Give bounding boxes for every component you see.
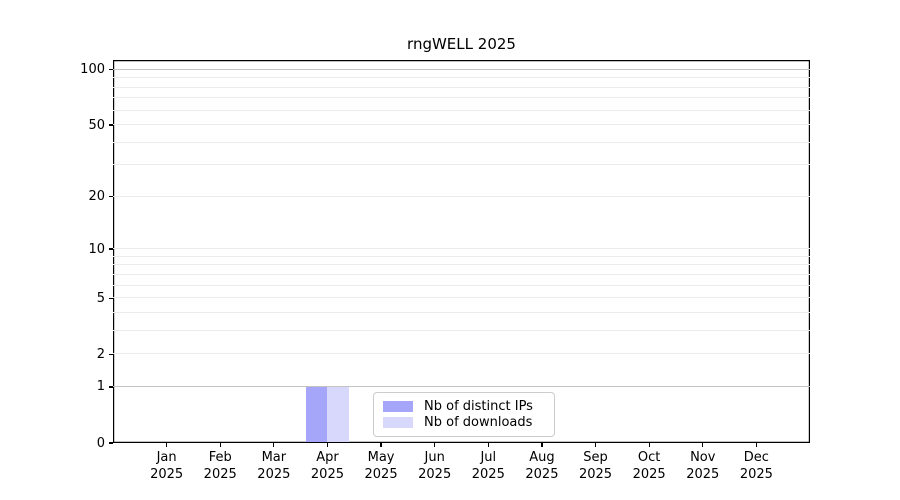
gridline-y-8	[113, 264, 810, 266]
bar-nb-of-downloads-apr-2025	[327, 385, 349, 442]
x-tick-label-6: Jun 2025	[405, 449, 465, 483]
gridline-y-2	[113, 353, 810, 355]
x-tick-mark-1	[166, 443, 168, 447]
y-tick-label-50: 50	[88, 117, 105, 133]
x-tick-label-5: May 2025	[351, 449, 411, 483]
x-tick-month: Sep	[583, 450, 608, 465]
legend-item-distinct-ips: Nb of distinct IPs	[383, 399, 545, 414]
gridline-y-6	[113, 284, 810, 286]
x-tick-mark-2	[219, 443, 221, 447]
y-tick-mark-1	[109, 386, 113, 388]
x-tick-label-8: Aug 2025	[512, 449, 572, 483]
gridline-y-3	[113, 329, 810, 331]
x-tick-month: Feb	[208, 450, 232, 465]
x-tick-month: Aug	[529, 450, 555, 465]
x-tick-mark-5	[380, 443, 382, 447]
x-tick-month: Jun	[424, 450, 445, 465]
gridline-y-9	[113, 255, 810, 257]
x-tick-month: Dec	[743, 450, 769, 465]
x-tick-year: 2025	[364, 467, 398, 482]
y-tick-label-100: 100	[80, 62, 105, 78]
x-tick-label-4: Apr 2025	[297, 449, 357, 483]
x-tick-year: 2025	[578, 467, 613, 482]
y-tick-mark-0	[109, 442, 113, 444]
y-tick-label-2: 2	[96, 346, 105, 362]
legend-label-distinct-ips: Nb of distinct IPs	[424, 399, 533, 414]
gridline-y-10	[113, 248, 810, 250]
gridline-y-4	[113, 311, 810, 313]
x-tick-year: 2025	[203, 467, 237, 482]
gridline-y-70	[113, 97, 810, 99]
gridline-y-1	[113, 385, 810, 387]
x-tick-year: 2025	[310, 467, 344, 482]
gridline-y-30	[113, 164, 810, 166]
gridline-y-50	[113, 124, 810, 126]
chart-title: rngWELL 2025	[407, 35, 516, 53]
gridline-y-7	[113, 273, 810, 275]
gridline-y-20	[113, 195, 810, 197]
legend-label-downloads: Nb of downloads	[424, 415, 533, 430]
x-tick-mark-3	[273, 443, 275, 447]
x-tick-label-2: Feb 2025	[190, 449, 250, 483]
y-tick-label-10: 10	[88, 241, 105, 257]
x-tick-label-10: Oct 2025	[619, 449, 679, 483]
x-tick-year: 2025	[471, 467, 505, 482]
x-tick-year: 2025	[150, 467, 184, 482]
x-tick-mark-12	[755, 443, 757, 447]
x-tick-month: Apr	[316, 450, 339, 465]
y-tick-mark-50	[109, 124, 113, 126]
x-tick-year: 2025	[257, 467, 291, 482]
x-tick-year: 2025	[632, 467, 666, 482]
x-tick-month: May	[367, 450, 395, 465]
grid-layer	[113, 60, 810, 443]
x-tick-month: Nov	[690, 450, 716, 465]
gridline-y-100	[113, 68, 810, 70]
bars-layer	[113, 60, 810, 443]
y-tick-label-20: 20	[88, 189, 105, 205]
x-tick-mark-11	[702, 443, 704, 447]
gridline-y-90	[113, 77, 810, 79]
x-tick-month: Jul	[480, 450, 497, 465]
y-tick-label-0: 0	[96, 435, 105, 451]
x-tick-mark-7	[487, 443, 489, 447]
x-tick-year: 2025	[739, 467, 773, 482]
plot-area: Nb of distinct IPs Nb of downloads	[113, 60, 810, 443]
x-tick-label-3: Mar 2025	[244, 449, 304, 483]
y-tick-mark-100	[109, 69, 113, 71]
legend-swatch-distinct-ips	[383, 401, 413, 412]
legend-item-downloads: Nb of downloads	[383, 415, 545, 430]
x-tick-mark-8	[541, 443, 543, 447]
x-tick-year: 2025	[525, 467, 559, 482]
x-tick-label-11: Nov 2025	[673, 449, 733, 483]
x-tick-mark-10	[648, 443, 650, 447]
x-tick-year: 2025	[686, 467, 720, 482]
x-tick-mark-9	[594, 443, 597, 447]
x-tick-label-7: Jul 2025	[458, 449, 518, 483]
y-tick-mark-10	[109, 248, 113, 250]
gridline-y-5	[113, 297, 810, 299]
x-tick-month: Jan	[156, 450, 177, 465]
x-tick-mark-4	[326, 443, 329, 447]
gridline-y-40	[113, 141, 810, 143]
y-tick-label-5: 5	[96, 290, 105, 306]
x-tick-label-9: Sep 2025	[566, 449, 626, 483]
bar-nb-of-distinct-ips-apr-2025	[305, 385, 328, 442]
x-tick-label-1: Jan 2025	[137, 449, 197, 483]
x-tick-label-12: Dec 2025	[726, 449, 786, 483]
y-tick-mark-2	[109, 353, 113, 355]
x-tick-mark-6	[434, 443, 436, 447]
x-tick-month: Mar	[261, 450, 287, 465]
legend-swatch-downloads	[383, 417, 413, 428]
gridline-y-80	[113, 86, 810, 88]
y-tick-label-1: 1	[96, 379, 105, 395]
legend: Nb of distinct IPs Nb of downloads	[373, 392, 555, 437]
x-tick-month: Oct	[637, 450, 661, 465]
gridline-y-60	[113, 109, 810, 111]
y-tick-mark-20	[109, 196, 113, 198]
y-tick-mark-5	[109, 297, 113, 299]
x-tick-year: 2025	[418, 467, 452, 482]
